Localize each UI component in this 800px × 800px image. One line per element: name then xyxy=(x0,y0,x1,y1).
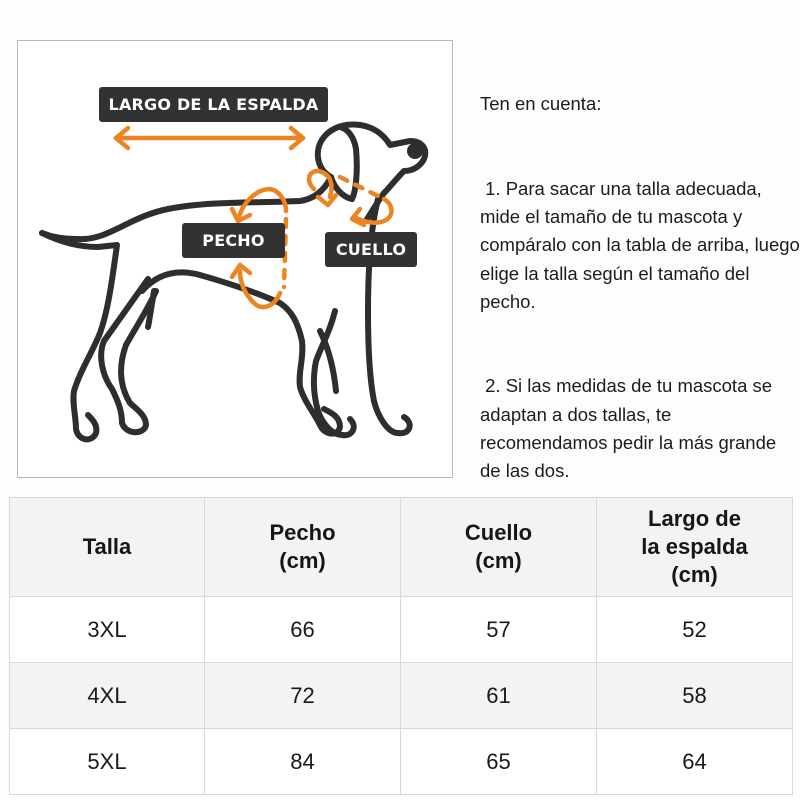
table-header-row: Talla Pecho (cm) Cuello (cm) Largo de la… xyxy=(9,497,793,597)
chest-label: PECHO xyxy=(182,223,285,258)
measurement-arrows-icon xyxy=(113,125,394,310)
table-row: 4XL 72 61 58 xyxy=(9,662,793,729)
cell-chest: 84 xyxy=(204,728,401,795)
back-length-label: LARGO DE LA ESPALDA xyxy=(99,87,328,122)
table-row: 3XL 66 57 52 xyxy=(9,596,793,663)
cell-back-length: 52 xyxy=(596,596,793,663)
cell-back-length: 64 xyxy=(596,728,793,795)
header-back-length: Largo de la espalda (cm) xyxy=(596,497,793,597)
cell-chest: 66 xyxy=(204,596,401,663)
cell-size: 3XL xyxy=(9,596,205,663)
table-row: 5XL 84 65 64 xyxy=(9,728,793,795)
cell-size: 5XL xyxy=(9,728,205,795)
header-size: Talla xyxy=(9,497,205,597)
neck-label: CUELLO xyxy=(325,232,417,267)
cell-neck: 61 xyxy=(400,662,597,729)
cell-size: 4XL xyxy=(9,662,205,729)
note-item-1: 1. Para sacar una talla adecuada, mide e… xyxy=(480,178,800,312)
notes-title: Ten en cuenta: xyxy=(480,93,602,115)
header-chest: Pecho (cm) xyxy=(204,497,401,597)
note-item-2: 2. Si las medidas de tu mascota se adapt… xyxy=(480,375,782,482)
cell-neck: 65 xyxy=(400,728,597,795)
size-table: Talla Pecho (cm) Cuello (cm) Largo de la… xyxy=(9,497,793,795)
dog-outline-icon xyxy=(39,121,429,443)
cell-back-length: 58 xyxy=(596,662,793,729)
cell-neck: 57 xyxy=(400,596,597,663)
measurement-diagram: LARGO DE LA ESPALDA PECHO CUELLO xyxy=(17,40,453,478)
header-neck: Cuello (cm) xyxy=(400,497,597,597)
cell-chest: 72 xyxy=(204,662,401,729)
